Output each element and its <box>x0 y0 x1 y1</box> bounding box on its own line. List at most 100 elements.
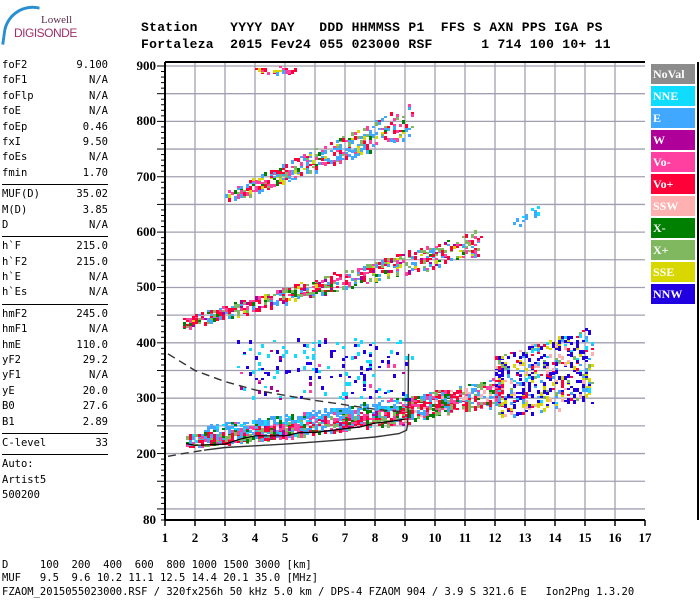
data-point <box>579 364 582 366</box>
data-point <box>339 156 342 160</box>
data-point <box>495 394 498 396</box>
data-point <box>504 398 507 401</box>
separator <box>2 184 108 186</box>
data-point <box>405 126 408 129</box>
logo-lowell: Lowell <box>41 14 73 26</box>
data-point <box>378 120 381 123</box>
data-point <box>309 390 312 393</box>
data-point <box>249 426 252 429</box>
data-point <box>225 308 228 312</box>
param-value: N/A <box>89 151 108 164</box>
data-point <box>432 414 435 418</box>
data-point <box>537 206 540 209</box>
data-point <box>429 408 432 410</box>
data-point <box>459 386 462 388</box>
data-point <box>372 374 375 377</box>
data-point <box>306 168 309 170</box>
data-point <box>351 356 354 360</box>
data-point <box>198 314 201 316</box>
data-point <box>315 290 318 293</box>
data-point <box>513 384 516 386</box>
data-point <box>456 390 459 392</box>
data-point <box>312 160 315 164</box>
data-point <box>381 360 384 363</box>
data-point <box>255 188 258 192</box>
data-point <box>309 376 312 380</box>
data-point <box>558 360 561 364</box>
data-point <box>237 366 240 368</box>
data-point <box>516 400 519 402</box>
data-point <box>318 290 321 292</box>
data-point <box>516 382 519 384</box>
data-point <box>276 180 279 183</box>
data-point <box>387 406 390 410</box>
data-point <box>291 420 294 424</box>
data-point <box>276 390 279 392</box>
data-point <box>258 352 261 355</box>
data-point <box>249 430 252 432</box>
data-point <box>342 158 345 160</box>
data-point <box>213 436 216 439</box>
data-point <box>276 170 279 174</box>
data-point <box>309 430 312 433</box>
data-point <box>393 416 396 419</box>
data-point <box>264 304 267 308</box>
data-point <box>546 406 549 408</box>
data-point <box>447 404 450 407</box>
data-point <box>330 142 333 145</box>
data-point <box>420 406 423 410</box>
data-point <box>246 184 249 188</box>
data-point <box>261 378 264 380</box>
data-point <box>372 414 375 417</box>
data-point <box>498 396 501 398</box>
data-point <box>279 436 282 440</box>
data-point <box>237 422 240 424</box>
data-point <box>207 440 210 443</box>
data-point <box>255 432 258 435</box>
data-point <box>318 432 321 435</box>
data-point <box>309 292 312 295</box>
data-point <box>444 242 447 244</box>
data-point <box>447 390 450 394</box>
data-point <box>420 414 423 417</box>
data-point <box>537 344 540 347</box>
param-row: hmF1 N/A <box>2 322 108 337</box>
data-point <box>405 408 408 412</box>
data-point <box>252 184 255 186</box>
data-point <box>426 258 429 262</box>
param-row: foF2 9.100 <box>2 58 108 73</box>
data-point <box>387 258 390 261</box>
data-point <box>324 338 327 341</box>
data-point <box>333 160 336 163</box>
data-point <box>564 344 567 346</box>
data-point <box>393 130 396 134</box>
data-point <box>387 338 390 341</box>
data-point <box>402 404 405 407</box>
data-point <box>285 298 288 300</box>
data-point <box>426 416 429 420</box>
data-point <box>375 390 378 393</box>
data-point <box>510 396 513 398</box>
data-point <box>552 402 555 404</box>
data-point <box>402 414 405 416</box>
data-point <box>303 416 306 418</box>
data-point <box>372 268 375 270</box>
data-point <box>399 130 402 132</box>
data-point <box>366 408 369 410</box>
data-point <box>345 148 348 151</box>
data-point <box>447 396 450 398</box>
data-point <box>207 436 210 439</box>
data-point <box>240 304 243 306</box>
data-point <box>387 356 390 358</box>
param-name: yF1 <box>2 369 21 382</box>
data-point <box>441 404 444 406</box>
x-tick-label: 17 <box>638 530 652 545</box>
data-point <box>336 144 339 146</box>
data-point <box>492 386 495 388</box>
data-point <box>261 296 264 298</box>
data-point <box>471 406 474 408</box>
data-point <box>339 276 342 280</box>
data-point <box>423 258 426 261</box>
data-point <box>588 390 591 393</box>
data-point <box>438 396 441 399</box>
